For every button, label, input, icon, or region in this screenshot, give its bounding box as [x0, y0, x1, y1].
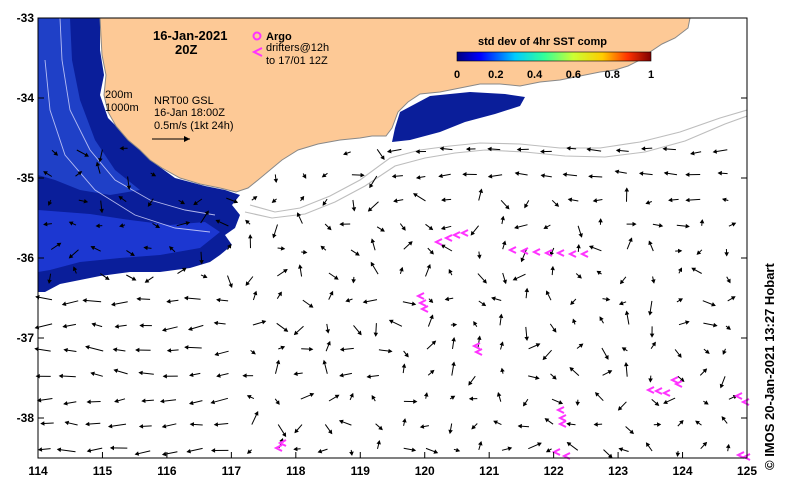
credit-text: © IMOS 20-Jan-2021 13:27 Hobart [762, 263, 777, 470]
map-time-title: 20Z [175, 42, 197, 57]
lat-tick-label: -37 [17, 331, 35, 345]
colorbar-tick-label: 0.2 [488, 69, 503, 81]
product-time: 16-Jan 18:00Z [154, 107, 225, 119]
lat-tick-label: -34 [17, 91, 35, 105]
colorbar-tick-label: 1 [648, 69, 654, 81]
lon-tick-label: 124 [673, 464, 693, 478]
drifters-label-line2: to 17/01 12Z [266, 55, 328, 67]
lon-tick-label: 117 [222, 464, 242, 478]
contour-label-200m: 200m [105, 89, 133, 101]
lon-tick-label: 114 [28, 464, 48, 478]
lon-tick-label: 120 [415, 464, 435, 478]
colorbar-tick-label: 0.8 [605, 69, 620, 81]
lon-tick-label: 119 [351, 464, 371, 478]
colorbar [457, 52, 651, 61]
lon-tick-label: 116 [157, 464, 177, 478]
map-date-title: 16-Jan-2021 [153, 28, 227, 43]
drifters-label-line1: drifters@12h [266, 42, 329, 54]
credit-container: © IMOS 20-Jan-2021 13:27 Hobart [762, 18, 782, 470]
colorbar-tick-label: 0 [454, 69, 460, 81]
lon-tick-label: 122 [544, 464, 564, 478]
scale-label: 0.5m/s (1kt 24h) [154, 120, 233, 132]
lon-tick-label: 125 [737, 464, 757, 478]
colorbar-tick-label: 0.4 [527, 69, 543, 81]
lon-tick-label: 115 [93, 464, 113, 478]
lat-tick-label: -35 [17, 171, 35, 185]
contour-label-1000m: 1000m [105, 102, 139, 114]
lon-tick-label: 118 [286, 464, 306, 478]
lat-tick-label: -36 [17, 251, 35, 265]
colorbar-tick-label: 0.6 [566, 69, 581, 81]
lon-tick-label: 123 [608, 464, 628, 478]
product-name: NRT00 GSL [154, 95, 214, 107]
lat-tick-label: -38 [17, 411, 35, 425]
lon-tick-label: 121 [479, 464, 499, 478]
lat-tick-label: -33 [17, 11, 35, 25]
colorbar-title: std dev of 4hr SST comp [478, 36, 607, 48]
